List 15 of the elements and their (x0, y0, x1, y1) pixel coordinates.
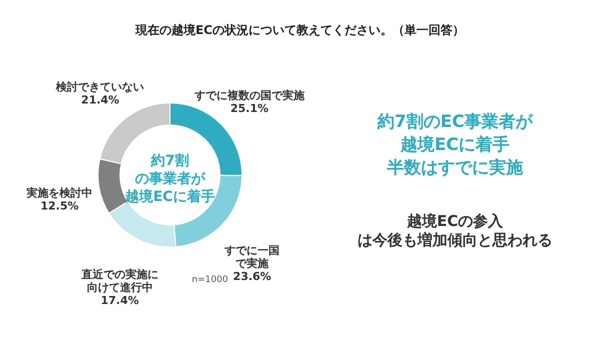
slice-label: すでに一国で実施 (224, 244, 280, 270)
chart-title: 現在の越境ECの状況について教えてください。（単一回答） (134, 22, 466, 39)
slice-label: すでに複数の国で実施 (193, 89, 306, 102)
slice-label: 実施を検討中 (26, 186, 93, 200)
data-label: 21.4% (81, 93, 120, 106)
text: 約7割の事業者が越境ECに着手 (124, 152, 216, 206)
data-label: 17.4% (100, 294, 139, 308)
text: 越境ECの参入は今後も増加傾向と思われる (356, 212, 554, 250)
slice-label: 検討できていない (55, 80, 144, 94)
slice-label: 直近での実施に向けて進行中 (80, 268, 158, 294)
data-label: 12.5% (40, 200, 79, 213)
data-label: 25.1% (230, 102, 269, 116)
data-label: 23.6% (233, 270, 272, 284)
text: n=1000 (192, 275, 228, 285)
text: 約7割のEC事業者が越境ECに着手半数はすでに実施 (376, 111, 534, 179)
